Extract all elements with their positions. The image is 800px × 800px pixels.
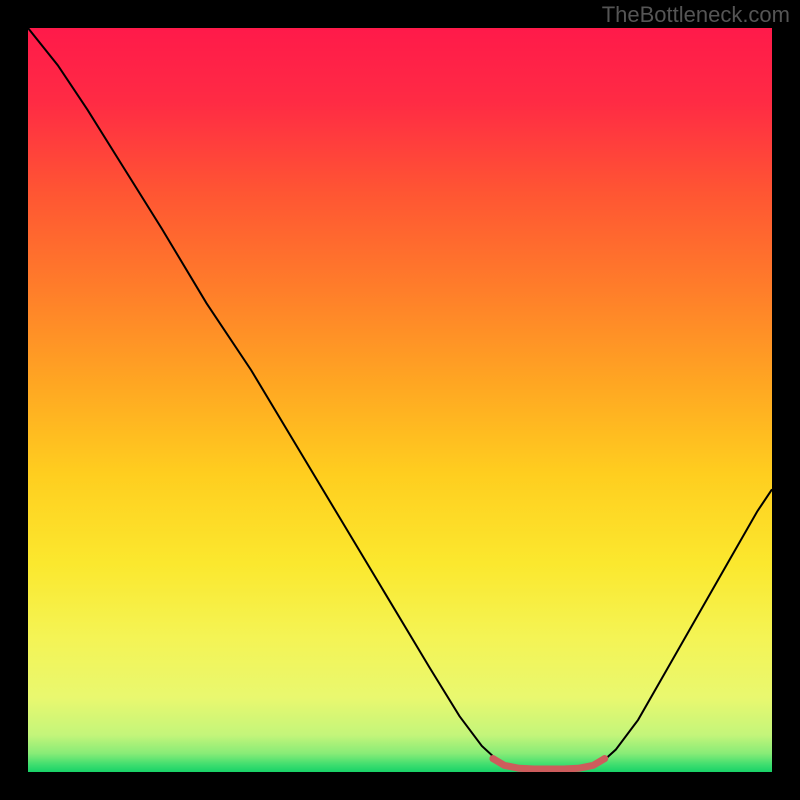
optimal-zone-highlight xyxy=(493,759,605,769)
chart-curve-layer xyxy=(28,28,772,772)
chart-plot-area xyxy=(28,28,772,772)
watermark-text: TheBottleneck.com xyxy=(602,2,790,28)
bottleneck-curve xyxy=(28,28,772,769)
highlight-end-markers xyxy=(490,755,609,762)
